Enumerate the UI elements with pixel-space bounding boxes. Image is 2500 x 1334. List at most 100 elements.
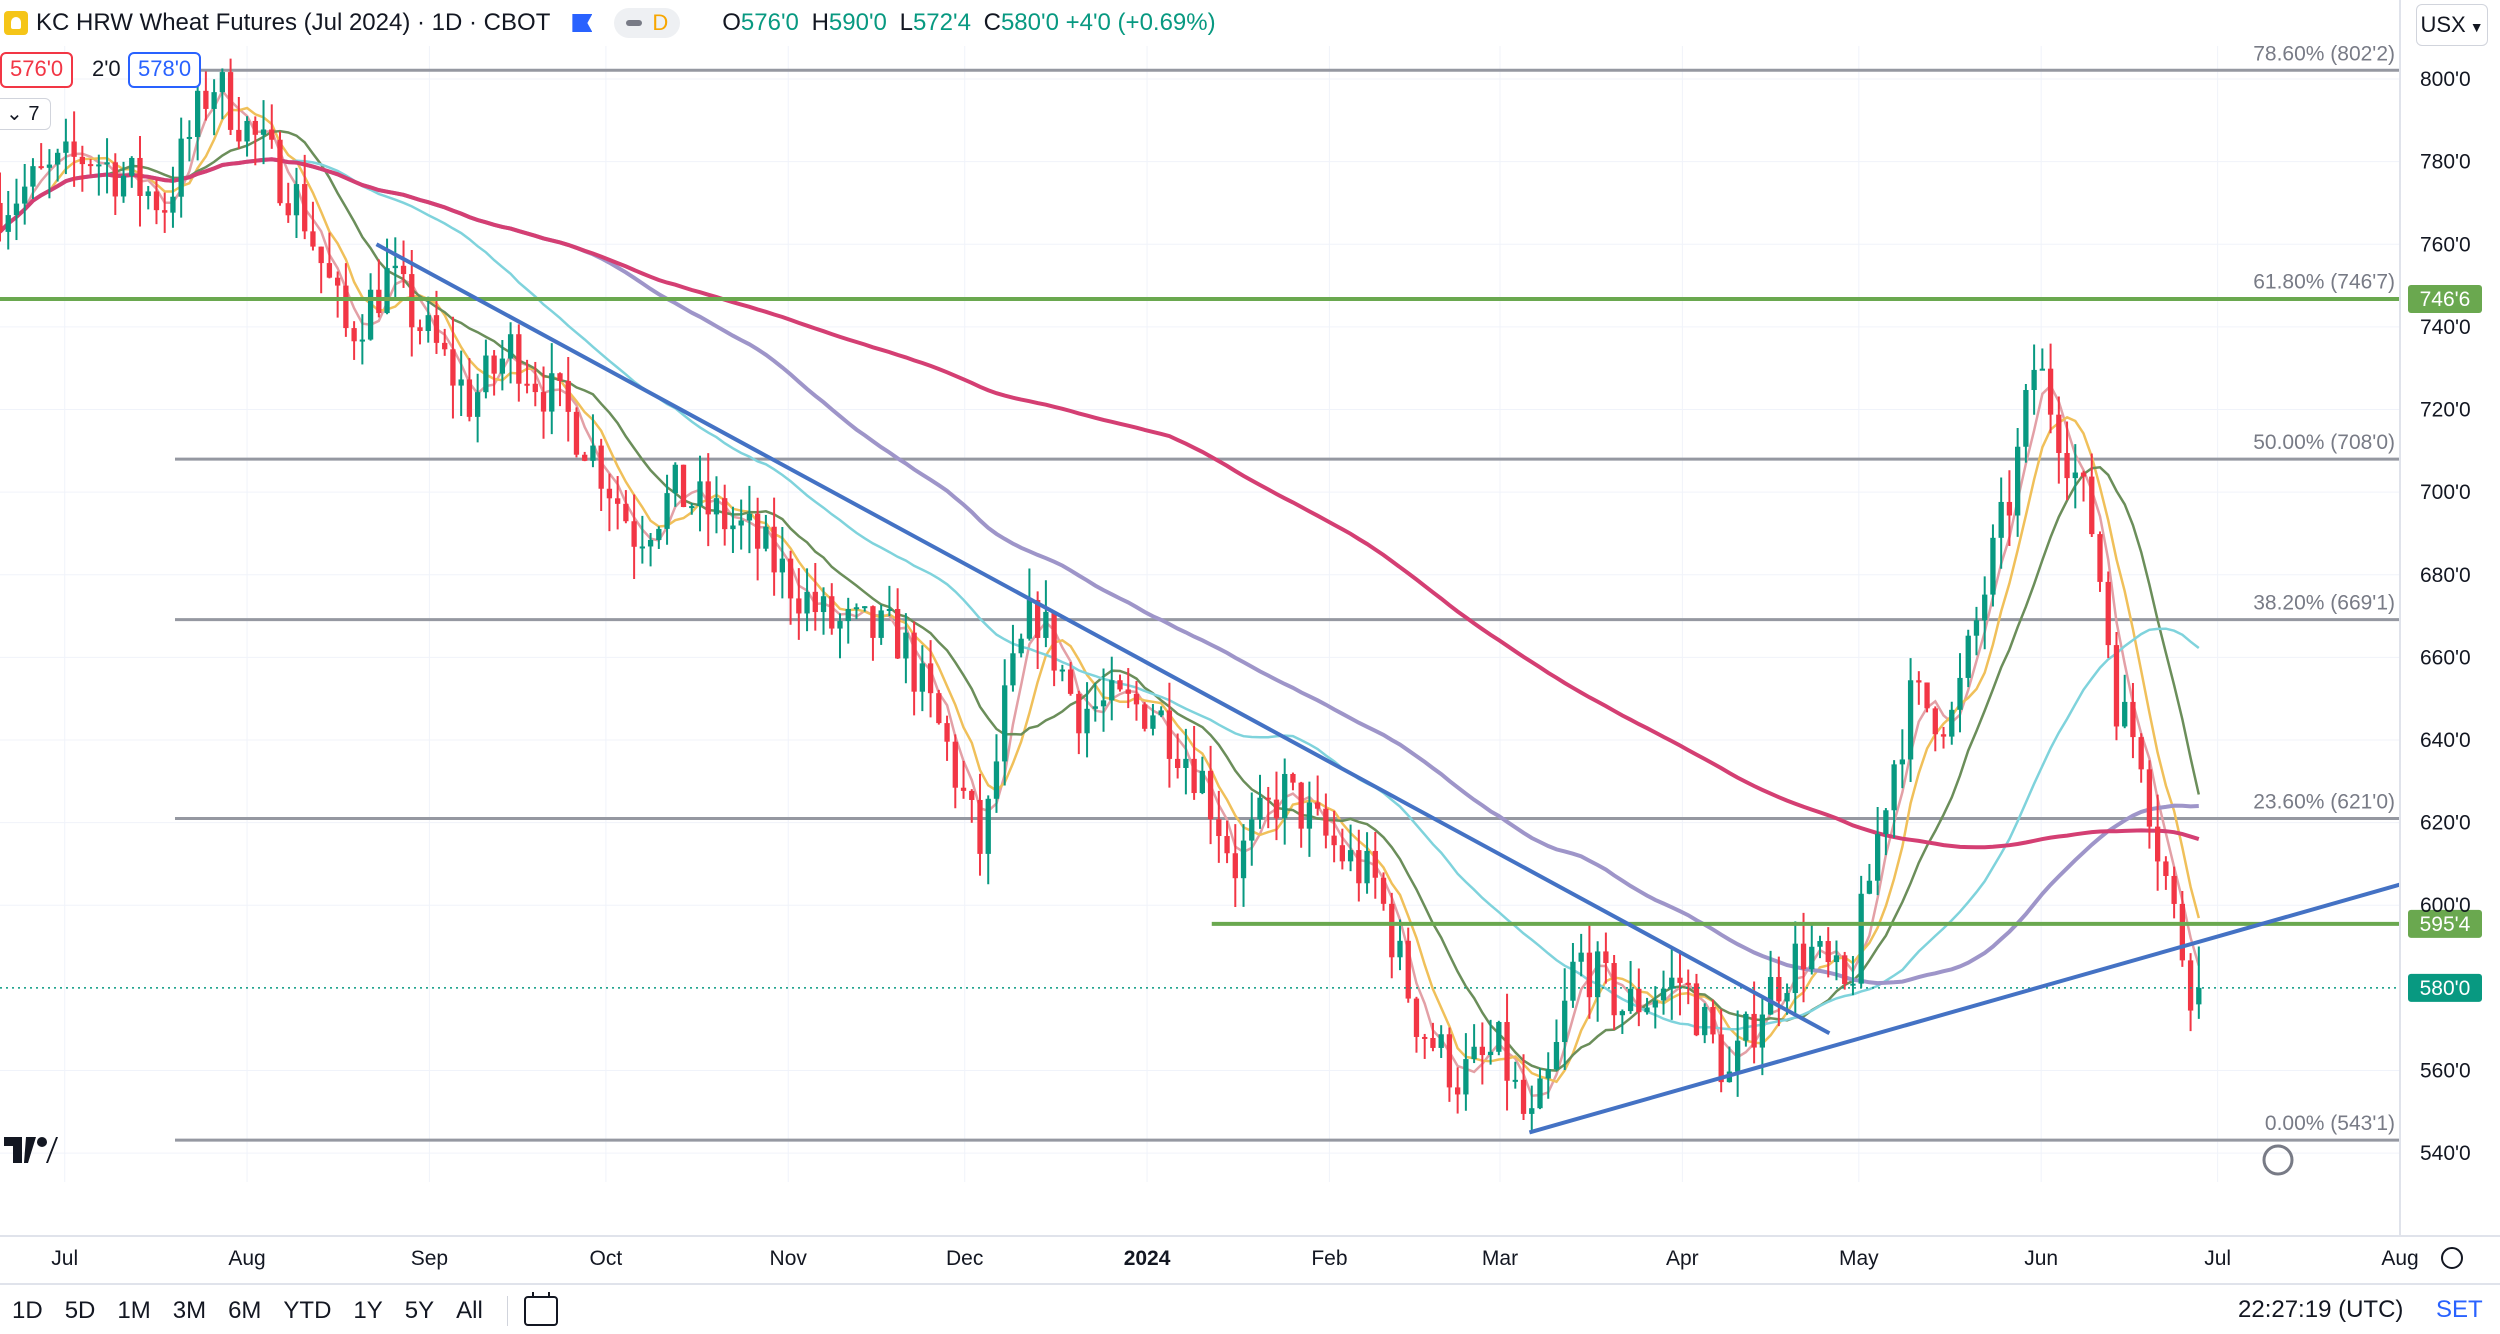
candle-body[interactable] — [1207, 770, 1214, 820]
range-5y[interactable]: 5Y — [404, 1297, 435, 1324]
candle-body[interactable] — [1059, 669, 1065, 672]
candle-body[interactable] — [491, 355, 497, 374]
candle-body[interactable] — [1677, 977, 1683, 983]
settings-icon[interactable] — [2441, 1247, 2463, 1269]
candle-body[interactable] — [63, 141, 69, 153]
candle-body[interactable] — [450, 349, 456, 386]
candle-body[interactable] — [1315, 802, 1321, 809]
candle-body[interactable] — [1965, 635, 1971, 678]
candle-body[interactable] — [804, 591, 810, 614]
candle-body[interactable] — [1191, 758, 1197, 794]
candle-body[interactable] — [2155, 826, 2161, 862]
candle-body[interactable] — [153, 191, 160, 211]
candle-body[interactable] — [1825, 941, 1831, 963]
candle-body[interactable] — [573, 411, 580, 455]
candle-body[interactable] — [993, 761, 1000, 799]
range-5d[interactable]: 5D — [64, 1297, 96, 1324]
candle-body[interactable] — [672, 464, 678, 494]
candle-body[interactable] — [1800, 943, 1807, 970]
candle-body[interactable] — [1875, 834, 1881, 881]
candle-body[interactable] — [697, 481, 703, 507]
candle-body[interactable] — [1487, 1051, 1494, 1056]
candle-body[interactable] — [1883, 810, 1889, 835]
candle-body[interactable] — [656, 528, 662, 540]
candle-body[interactable] — [22, 186, 28, 204]
candle-body[interactable] — [1652, 1000, 1658, 1008]
candle-body[interactable] — [1924, 682, 1930, 709]
candle-body[interactable] — [1562, 1000, 1568, 1043]
candle-body[interactable] — [1092, 706, 1098, 709]
candle-body[interactable] — [927, 663, 934, 694]
candle-body[interactable] — [1982, 594, 1988, 621]
candle-body[interactable] — [425, 315, 431, 332]
candle-body[interactable] — [71, 141, 77, 157]
candle-body[interactable] — [359, 339, 365, 342]
candle-body[interactable] — [219, 72, 225, 93]
range-all[interactable]: All — [456, 1297, 483, 1324]
candle-body[interactable] — [631, 521, 637, 547]
candle-body[interactable] — [277, 139, 283, 204]
candle-body[interactable] — [499, 358, 505, 374]
candle-body[interactable] — [170, 196, 176, 213]
candle-body[interactable] — [1611, 963, 1617, 1016]
candle-body[interactable] — [606, 488, 613, 499]
candle-body[interactable] — [1833, 955, 1840, 963]
candle-body[interactable] — [483, 355, 489, 393]
candle-body[interactable] — [2146, 769, 2153, 827]
indicators-collapse-button[interactable]: ⌄ 7 — [0, 98, 51, 130]
candle-body[interactable] — [1595, 951, 1601, 998]
candle-body[interactable] — [837, 621, 843, 629]
candle-body[interactable] — [2097, 534, 2103, 582]
range-1m[interactable]: 1M — [117, 1297, 151, 1324]
candle-body[interactable] — [392, 265, 398, 269]
candle-body[interactable] — [2072, 472, 2078, 479]
candle-body[interactable] — [1035, 600, 1041, 638]
candle-body[interactable] — [787, 558, 794, 599]
candle-body[interactable] — [1018, 638, 1024, 654]
candle-body[interactable] — [1298, 782, 1304, 829]
candle-body[interactable] — [112, 162, 118, 197]
candle-body[interactable] — [1100, 700, 1107, 707]
candle-body[interactable] — [1430, 1037, 1436, 1048]
candle-body[interactable] — [1866, 880, 1873, 894]
candle-body[interactable] — [2138, 737, 2144, 770]
candle-body[interactable] — [862, 606, 868, 609]
candle-body[interactable] — [1183, 758, 1189, 768]
candle-body[interactable] — [969, 790, 975, 800]
candle-body[interactable] — [2179, 903, 2185, 961]
candle-body[interactable] — [79, 156, 85, 165]
candle-body[interactable] — [2080, 472, 2087, 477]
candle-body[interactable] — [1438, 1034, 1444, 1048]
candle-body[interactable] — [1323, 808, 1329, 836]
candle-body[interactable] — [433, 315, 440, 343]
candle-body[interactable] — [1586, 952, 1593, 998]
clock[interactable]: 22:27:19 (UTC) — [2238, 1296, 2404, 1323]
candle-body[interactable] — [376, 289, 382, 314]
candle-body[interactable] — [2064, 453, 2070, 479]
candle-body[interactable] — [853, 607, 860, 610]
candle-body[interactable] — [2006, 501, 2013, 516]
candle-body[interactable] — [532, 383, 538, 393]
range-6m[interactable]: 6M — [228, 1297, 262, 1324]
candle-body[interactable] — [886, 608, 893, 611]
candle-body[interactable] — [2171, 875, 2177, 904]
candle-body[interactable] — [1076, 693, 1082, 734]
candle-body[interactable] — [2130, 701, 2136, 738]
candle-body[interactable] — [137, 157, 143, 196]
candle-body[interactable] — [738, 520, 744, 526]
trend-line[interactable] — [375, 242, 1831, 1036]
candle-body[interactable] — [1479, 1046, 1485, 1056]
visibility-toggle[interactable]: D — [614, 8, 681, 38]
candle-body[interactable] — [1216, 819, 1222, 837]
candle-body[interactable] — [1603, 951, 1609, 964]
candle-body[interactable] — [1397, 940, 1403, 958]
candle-body[interactable] — [763, 526, 769, 549]
candle-body[interactable] — [310, 231, 316, 247]
candle-body[interactable] — [779, 558, 785, 573]
candle-body[interactable] — [689, 506, 695, 509]
candle-body[interactable] — [1767, 977, 1774, 1015]
candle-body[interactable] — [186, 136, 193, 139]
candle-body[interactable] — [252, 120, 258, 135]
candle-body[interactable] — [680, 464, 687, 507]
